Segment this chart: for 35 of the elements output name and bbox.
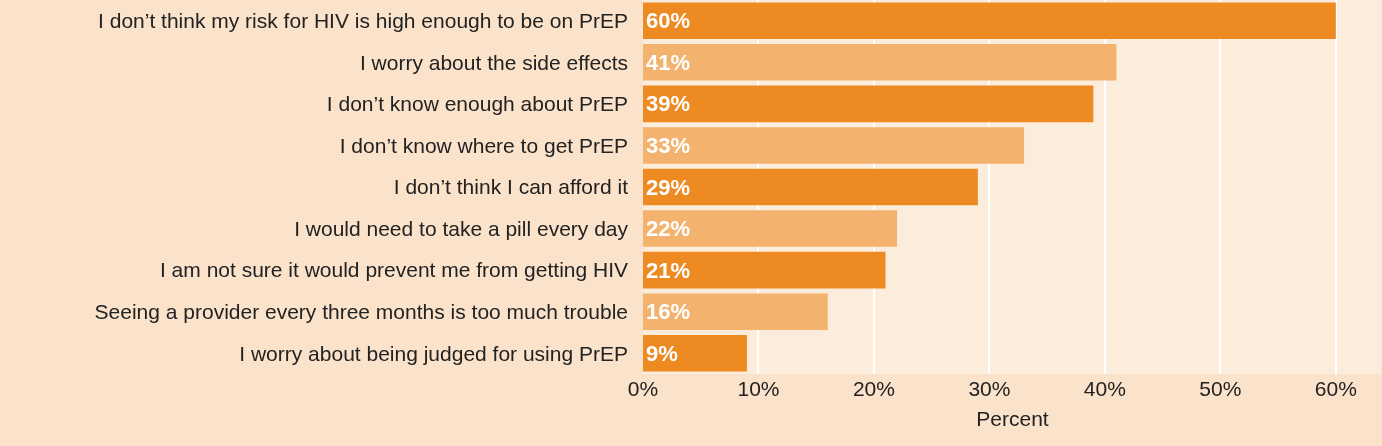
y-tick-label: I don’t think I can afford it <box>393 175 629 199</box>
bar <box>643 293 828 330</box>
x-tick-label: 50% <box>1199 377 1242 400</box>
x-tick-label: 60% <box>1314 377 1357 400</box>
bar <box>643 334 747 372</box>
x-tick-label: 30% <box>968 377 1011 400</box>
bar <box>643 85 1094 123</box>
data-label: 39% <box>646 91 691 117</box>
bar <box>643 127 1025 164</box>
y-tick-label: I worry about the side effects <box>359 50 628 74</box>
bar <box>643 251 886 289</box>
bar <box>643 210 898 247</box>
x-tick-label: 10% <box>737 377 780 400</box>
y-tick-label: I worry about being judged for using PrEP <box>239 341 628 365</box>
data-label: 60% <box>646 8 691 34</box>
data-label: 16% <box>646 299 691 325</box>
y-tick-label: I am not sure it would prevent me from getting HIV <box>159 258 628 282</box>
data-label: 33% <box>646 132 691 158</box>
x-tick-label: 0% <box>627 377 659 400</box>
data-label: 41% <box>646 49 691 75</box>
data-label: 22% <box>646 216 691 242</box>
bar <box>643 44 1117 81</box>
y-tick-label: Seeing a provider every three months is too much trouble <box>94 300 628 324</box>
data-label: 21% <box>646 257 691 283</box>
x-tick-label: 20% <box>852 377 895 400</box>
bar <box>643 168 978 206</box>
data-label: 9% <box>646 340 678 366</box>
x-axis-title: Percent <box>976 407 1049 431</box>
y-tick-label: I don’t know where to get PrEP <box>339 133 628 157</box>
y-tick-label: I don’t know enough about PrEP <box>326 92 628 116</box>
y-tick-label: I don’t think my risk for HIV is high enough to be on PrEP <box>98 9 628 33</box>
bar <box>643 2 1336 40</box>
y-tick-label: I would need to take a pill every day <box>294 216 629 240</box>
data-label: 29% <box>646 174 691 200</box>
x-tick-label: 40% <box>1083 377 1126 400</box>
